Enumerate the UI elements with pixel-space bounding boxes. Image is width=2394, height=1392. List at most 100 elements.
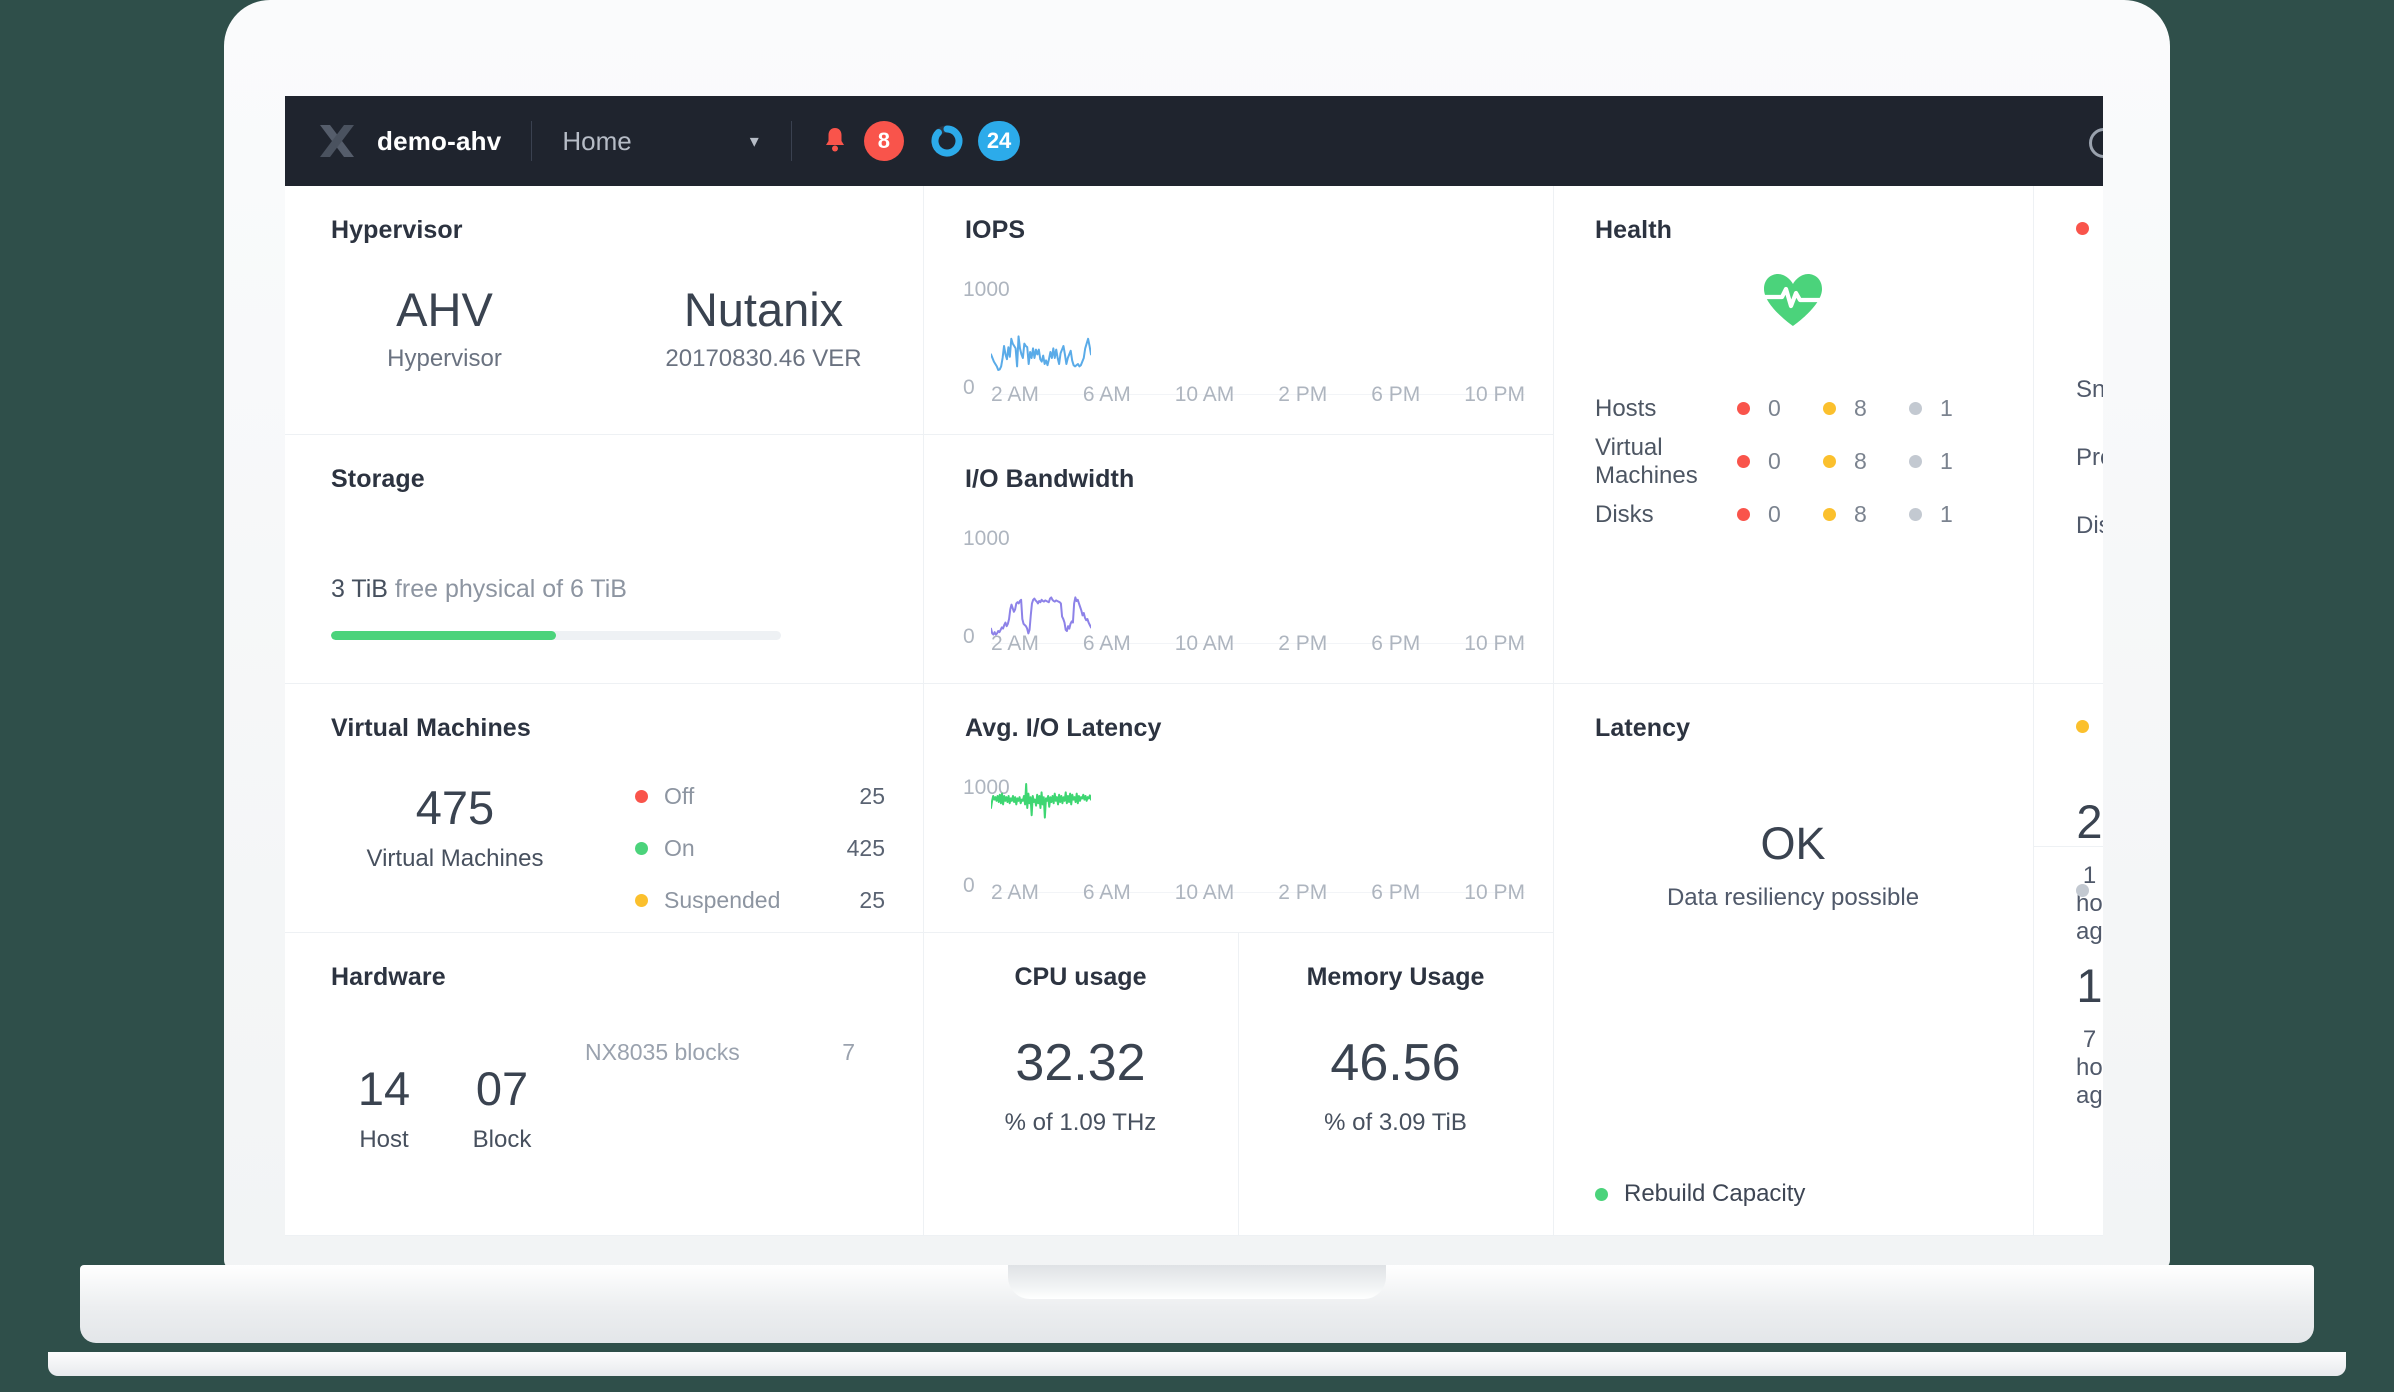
vm-state-value: 425 [846, 834, 885, 861]
critical-alerts-card[interactable]: Critical Aler Snapshot parti Protected V… [2034, 186, 2103, 684]
warning-alerts-header: Warning Al [2076, 712, 2103, 741]
avg-io-latency-line [991, 772, 1091, 892]
hypervisor-type-label: Hypervisor [387, 344, 502, 372]
health-warning-group: 8 [1823, 448, 1909, 475]
hardware-block-stat: 07 Block [443, 1061, 561, 1154]
memory-usage-value: 46.56 [1330, 1034, 1461, 1092]
column-divider [1553, 186, 1554, 684]
vm-state-legend: Off 25 On 425 Suspended 25 [635, 770, 885, 926]
io-bandwidth-x-axis: 2 AM 6 AM 10 AM 2 PM 6 PM 10 PM [991, 632, 1525, 655]
status-dot-on [635, 841, 648, 855]
iops-chart: 1000 0 2 AM 6 AM 10 AM 2 PM 6 PM 10 PM [963, 264, 1525, 407]
page-name[interactable]: Home [562, 125, 632, 156]
alerts-column-divider [2033, 186, 2034, 684]
health-row-name: Hosts [1595, 394, 1657, 422]
health-critical-group: 0 [1737, 395, 1823, 422]
dashboard-grid: Hypervisor AHV Hypervisor Nutanix 201708… [285, 186, 2103, 1236]
cpu-memory-card[interactable]: CPU usage 32.32 % of 1.09 THz Memory Usa… [923, 933, 1553, 1236]
list-item[interactable]: Diskspace usa [2076, 512, 2103, 539]
list-item[interactable]: Suspended 25 [635, 874, 885, 926]
hardware-card[interactable]: Hardware 14 Host 07 Block NX8035 blocks … [285, 933, 923, 1236]
hypervisor-type-stat: AHV Hypervisor [285, 283, 604, 373]
cpu-usage-card[interactable]: CPU usage 32.32 % of 1.09 THz [923, 933, 1238, 1236]
io-bandwidth-y-min: 0 [963, 625, 975, 648]
task-count-badge[interactable]: 24 [977, 121, 1021, 161]
column-divider [1553, 684, 1554, 1236]
chevron-down-icon[interactable]: ▾ [749, 130, 759, 151]
latency-title: Latency [1595, 714, 1691, 742]
hypervisor-card[interactable]: Hypervisor AHV Hypervisor Nutanix 201708… [285, 186, 923, 435]
screen: demo-ahv Home ▾ 8 24 Hypervisor [285, 96, 2103, 1236]
vm-state-value: 25 [859, 886, 885, 913]
health-row[interactable]: Virtual Machines 0 8 1 [1595, 433, 1995, 489]
storage-title: Storage [331, 465, 425, 493]
critical-alerts-header: Critical Aler [2076, 214, 2103, 243]
memory-usage-title: Memory Usage [1306, 963, 1485, 991]
warning-alerts-card[interactable]: Warning Al 2 1 hour ago [2034, 684, 2103, 945]
list-item[interactable]: Protected VM [2076, 444, 2103, 471]
info-alerts-card[interactable]: Info Alerts 1 7 hours ago [2034, 848, 2103, 1236]
storage-summary: 3 TiB free physical of 6 TiB [331, 575, 627, 604]
latency-status: OK [1760, 818, 1826, 869]
avg-io-latency-chart: 1000 0 2 AM 6 AM 10 AM 2 PM 6 PM 10 PM [963, 762, 1525, 905]
rebuild-capacity-legend: Rebuild Capacity [1595, 1180, 1805, 1208]
health-status-rows: Hosts 0 8 1 Virtual Machines 0 8 1 Disks… [1595, 382, 1995, 541]
health-row-name: Virtual Machines [1595, 433, 1698, 489]
health-info-group: 1 [1909, 501, 1995, 528]
virtual-machines-card[interactable]: Virtual Machines 475 Virtual Machines Of… [285, 684, 923, 933]
vm-total-label: Virtual Machines [366, 845, 544, 872]
column-divider [923, 933, 924, 1236]
critical-alerts-list: Snapshot parti Protected VM Diskspace us… [2076, 376, 2103, 580]
health-info-group: 1 [1909, 448, 1995, 475]
cpu-usage-title: CPU usage [1014, 963, 1147, 991]
storage-card[interactable]: Storage 3 TiB free physical of 6 TiB [285, 435, 923, 684]
bell-icon[interactable] [818, 121, 852, 161]
hypervisor-version-label: 20170830.46 VER [665, 344, 862, 372]
io-bandwidth-chart: 1000 0 2 AM 6 AM 10 AM 2 PM 6 PM 10 PM [963, 513, 1525, 656]
iops-title: IOPS [965, 216, 1026, 244]
latency-card[interactable]: Latency OK Data resiliency possible Rebu… [1553, 684, 2103, 1236]
virtual-machines-title: Virtual Machines [331, 714, 531, 742]
health-row[interactable]: Disks 0 8 1 [1595, 488, 1995, 541]
nav-divider-2 [790, 121, 792, 161]
health-warning-group: 8 [1823, 501, 1909, 528]
nutanix-x-logo-icon[interactable] [313, 119, 361, 163]
list-item[interactable]: Snapshot parti [2076, 376, 2103, 403]
health-card[interactable]: Health Hosts 0 8 1 Virtual Machines 0 8 [1553, 186, 2103, 684]
iops-chart-card[interactable]: IOPS 1000 0 2 AM 6 AM 10 AM 2 PM 6 PM 10 PM [923, 186, 1553, 435]
hypervisor-type-value: AHV [396, 283, 493, 336]
hardware-host-value: 14 [357, 1062, 411, 1115]
list-item[interactable]: On 425 [635, 822, 885, 874]
hardware-blocks-label: NX8035 blocks [585, 1039, 740, 1065]
vm-state-label: On [664, 834, 695, 861]
status-dot-suspended [635, 893, 648, 907]
cpu-usage-sub: % of 1.09 THz [1004, 1109, 1157, 1136]
cluster-name[interactable]: demo-ahv [377, 125, 502, 156]
health-row-name: Disks [1595, 500, 1654, 528]
status-dot-rebuild [1595, 1187, 1608, 1201]
laptop-base-notch [1008, 1265, 1386, 1299]
health-row[interactable]: Hosts 0 8 1 [1595, 382, 1995, 435]
hypervisor-title: Hypervisor [331, 216, 463, 244]
task-progress-icon[interactable] [928, 122, 966, 160]
avg-io-latency-x-axis: 2 AM 6 AM 10 AM 2 PM 6 PM 10 PM [991, 881, 1525, 904]
list-item[interactable]: Off 25 [635, 770, 885, 822]
storage-summary-rest: free physical of 6 TiB [387, 575, 627, 603]
iops-x-axis: 2 AM 6 AM 10 AM 2 PM 6 PM 10 PM [991, 383, 1525, 406]
io-bandwidth-chart-card[interactable]: I/O Bandwidth 1000 0 2 AM 6 AM 10 AM 2 PM 6 … [923, 435, 1553, 684]
health-info-group: 1 [1909, 395, 1995, 422]
critical-alert-badge[interactable]: 8 [863, 121, 904, 161]
hardware-blocks-value: 7 [842, 1039, 855, 1065]
io-bandwidth-title: I/O Bandwidth [965, 465, 1135, 493]
storage-progress-track [331, 631, 781, 640]
memory-usage-card[interactable]: Memory Usage 46.56 % of 3.09 TiB [1238, 933, 1553, 1236]
help-circle-icon[interactable] [2089, 128, 2103, 158]
storage-progress-fill [331, 631, 556, 640]
top-navigation-bar: demo-ahv Home ▾ 8 24 [285, 96, 2103, 186]
nav-divider [531, 121, 533, 161]
vm-total-stat: 475 Virtual Machines [325, 780, 585, 873]
avg-io-latency-chart-card[interactable]: Avg. I/O Latency 1000 0 2 AM 6 AM 10 AM 2 P… [923, 684, 1553, 933]
cpu-usage-value: 32.32 [1015, 1034, 1146, 1092]
vm-state-value: 25 [859, 782, 885, 809]
hardware-host-stat: 14 Host [325, 1061, 443, 1154]
